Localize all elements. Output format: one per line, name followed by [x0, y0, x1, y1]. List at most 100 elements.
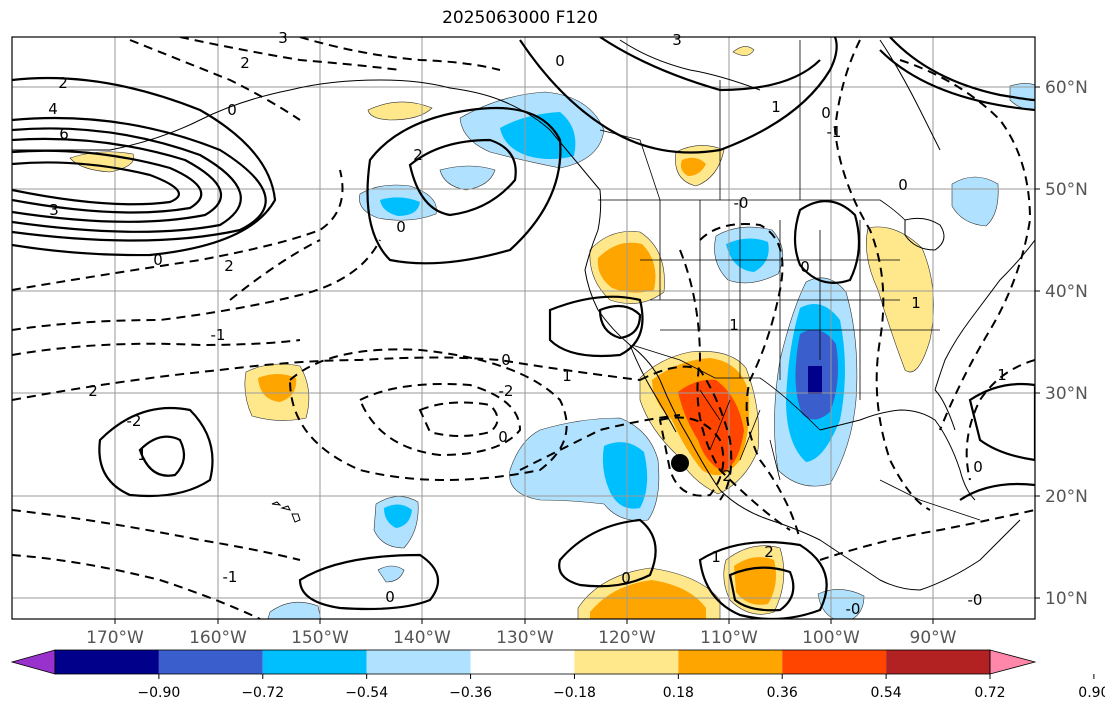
colorbar-box	[55, 650, 159, 674]
coast-baja	[629, 344, 677, 433]
contour-pac-south-1	[98, 406, 214, 498]
colorbar-tick-label: 0.90	[1078, 685, 1105, 701]
hawaii-islands	[271, 501, 301, 523]
contour-east-2	[959, 482, 1035, 501]
contour-label: -2	[127, 412, 142, 430]
storm-marker	[671, 454, 689, 472]
colorbar-tick-label: −0.54	[345, 685, 388, 701]
contours-negative	[12, 37, 1035, 619]
colorbar-extend-min	[10, 649, 56, 675]
contour-neg-south-2	[12, 554, 261, 619]
contour-label: 1	[729, 316, 739, 334]
contour-label: -1	[223, 568, 238, 586]
contour-label: 2	[413, 146, 423, 164]
contour-label: 1	[911, 294, 921, 312]
contour-east-1	[968, 382, 1035, 462]
contour-neg-wide-3	[12, 169, 344, 291]
contour-pac-south-3	[298, 553, 440, 611]
anomaly-pos-13	[258, 374, 297, 402]
anomaly-neg-5	[439, 165, 496, 191]
anomaly-neg-2	[500, 112, 576, 159]
contour-neg-nwpac-1	[129, 39, 301, 121]
colorbar-tick-label: 0.54	[871, 685, 902, 701]
border-mex-states	[699, 389, 781, 481]
contour-high-west-4	[12, 149, 203, 214]
anomaly-neg-18	[377, 565, 405, 583]
colorbar-tick-label: 0.18	[663, 685, 694, 701]
coast-west-us	[584, 229, 1021, 591]
colorbar-box	[470, 650, 575, 674]
contour-label: 0	[821, 104, 831, 122]
lon-tick-label: 110°W	[700, 628, 758, 648]
lon-tick-label: 140°W	[393, 628, 451, 648]
contour-high-west-6	[12, 76, 277, 257]
anomaly-pos-2	[367, 101, 433, 121]
lon-tick-label: 160°W	[189, 628, 247, 648]
contour-neg-mexico-1	[639, 365, 733, 501]
contour-label: 2	[224, 257, 234, 275]
contour-label: 0	[153, 251, 163, 269]
lon-tick-label: 100°W	[802, 628, 860, 648]
hawaii-island-3	[291, 513, 301, 523]
colorbar-extend-max	[989, 649, 1037, 675]
contour-neg-subtropic-3	[418, 401, 499, 437]
colorbar-box	[158, 650, 263, 674]
colorbar-box	[782, 650, 887, 674]
contour-label: -1	[211, 326, 226, 344]
contour-high-west-1	[12, 116, 267, 242]
anomaly-neg-7	[726, 238, 769, 272]
lat-tick-label: 10°N	[1045, 589, 1088, 609]
hawaii-island-1	[271, 501, 282, 506]
anomaly-pos-5	[732, 46, 755, 56]
colorbar-box	[678, 650, 783, 674]
colorbar-box	[574, 650, 679, 674]
contour-label: 0	[973, 458, 983, 476]
coast-alaska	[12, 79, 602, 231]
lon-tick-label: 90°W	[910, 628, 957, 648]
contour-label: 0	[396, 218, 406, 236]
contour-label: -0	[846, 600, 861, 618]
colorbar-tick-label: −0.72	[241, 685, 284, 701]
contour-label: 3	[278, 29, 288, 47]
coast-florida	[934, 389, 956, 431]
contour-north-4	[879, 49, 1035, 112]
coast-canada-north	[619, 39, 761, 91]
lon-axis: 170°W 160°W 150°W 140°W 130°W 120°W 110°W 100°W…	[86, 619, 957, 648]
contour-label: 0	[555, 52, 565, 70]
contour-neg-wide-2	[12, 239, 381, 331]
colorbar-box	[262, 650, 367, 674]
contour-label: 0	[385, 588, 395, 606]
contour-neg-mid-1	[699, 223, 801, 541]
border-bc	[599, 129, 661, 201]
contour-label: 4	[48, 100, 58, 118]
anomaly-neg-11	[808, 366, 822, 394]
anomaly-neg-17	[384, 504, 412, 528]
contour-north-3	[889, 37, 1035, 102]
contour-label: 1	[771, 98, 781, 116]
contour-neg-east-3	[965, 359, 1035, 481]
contour-pac-south-6	[728, 566, 795, 612]
lat-tick-label: 50°N	[1045, 180, 1088, 200]
contour-pac-south-4	[558, 518, 657, 588]
contour-label: -1	[827, 123, 842, 141]
contour-high-west-3	[12, 137, 223, 223]
contour-label: 0	[898, 176, 908, 194]
lon-tick-label: 130°W	[496, 628, 554, 648]
contour-label: 0	[501, 351, 511, 369]
contour-socal-high	[548, 295, 644, 358]
contour-label: 0	[498, 428, 508, 446]
colorbar-tick-label: 0.36	[767, 685, 798, 701]
border-us-canada	[598, 199, 906, 221]
contour-label: 0	[227, 101, 237, 119]
contour-neg-mexico-2	[658, 416, 725, 497]
contour-neg-subtropic-2	[358, 383, 522, 457]
anomaly-pos-4	[680, 157, 706, 176]
border-central-america	[879, 479, 981, 521]
contour-pac-south-5	[698, 541, 828, 619]
map-frame	[11, 36, 1036, 620]
lat-tick-label: 30°N	[1045, 384, 1088, 404]
colorbar-tick-label: 0.72	[974, 685, 1005, 701]
contour-label: 6	[59, 125, 69, 143]
contour-label: 3	[672, 31, 682, 49]
contour-neg-wide-4	[12, 339, 301, 356]
